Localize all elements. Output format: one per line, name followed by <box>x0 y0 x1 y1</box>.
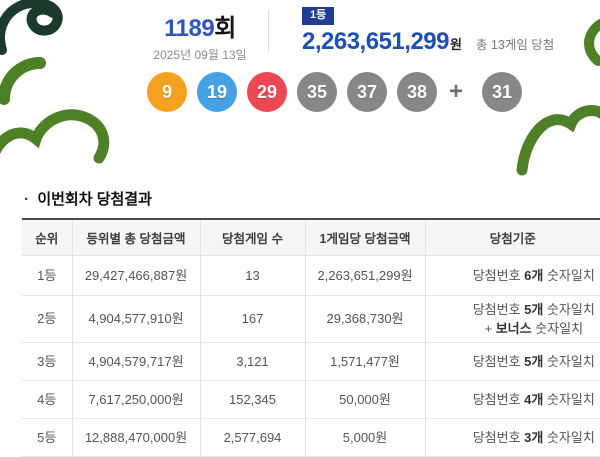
winning-games-cell: 13 <box>199 255 305 296</box>
winning-numbers-row: 9 19 29 35 37 38 + 31 <box>147 72 522 112</box>
winning-games-cell: 2,577,694 <box>199 418 305 457</box>
plus-icon: + <box>448 78 463 105</box>
draw-round-title: 1189회 <box>142 8 258 43</box>
draw-date: 2025년 09월 13일 <box>153 48 247 62</box>
rank-cell: 3등 <box>22 342 72 381</box>
prize-per-game-cell: 5,000원 <box>304 418 425 457</box>
criteria-cell: 당첨번호 6개 숫자일치 <box>424 255 600 296</box>
lotto-ball-2: 19 <box>197 72 237 112</box>
rank-cell: 5등 <box>22 418 72 457</box>
table-header-row: 순위 등위별 총 당첨금액 당첨게임 수 1게임당 당첨금액 당첨기준 <box>22 218 600 256</box>
winning-games-cell: 167 <box>199 295 305 343</box>
lotto-ball-4: 35 <box>297 72 337 112</box>
col-header-total-prize: 등위별 총 당첨금액 <box>71 218 200 256</box>
draw-round-number: 1189 <box>164 15 215 42</box>
table-row: 5등 12,888,470,000원 2,577,694 5,000원 당첨번호… <box>22 418 600 457</box>
results-table: 순위 등위별 총 당첨금액 당첨게임 수 1게임당 당첨금액 당첨기준 1등 2… <box>22 218 600 457</box>
doodle-cloud-right <box>516 105 600 176</box>
bullet-icon: · <box>24 191 30 208</box>
doodle-arc-right <box>584 18 600 66</box>
table-row: 3등 4,904,579,717원 3,121 1,571,477원 당첨번호 … <box>22 342 600 381</box>
col-header-prize-per-game: 1게임당 당첨금액 <box>304 218 425 256</box>
lotto-ball-3: 29 <box>247 72 287 112</box>
first-rank-badge: 1등 <box>302 7 335 25</box>
winning-games-cell: 3,121 <box>199 342 305 381</box>
first-prize-amount-line: 2,263,651,299원 총 13게임 당첨 <box>302 28 554 56</box>
prize-per-game-cell: 50,000원 <box>304 380 425 419</box>
lotto-ball-5: 37 <box>347 72 387 112</box>
criteria-cell: 당첨번호 5개 숫자일치 + 보너스 숫자일치 <box>424 295 600 343</box>
total-prize-cell: 12,888,470,000원 <box>71 418 200 457</box>
rank-cell: 2등 <box>22 295 72 343</box>
prize-per-game-cell: 1,571,477원 <box>304 342 425 381</box>
col-header-rank: 순위 <box>22 218 72 256</box>
rank-cell: 1등 <box>22 255 72 296</box>
section-title: · 이번회차 당첨결과 <box>24 188 152 209</box>
header-divider <box>268 10 269 52</box>
section-title-text: 이번회차 당첨결과 <box>37 191 152 208</box>
first-prize-block: 1등 2,263,651,299원 총 13게임 당첨 <box>302 5 554 56</box>
criteria-cell: 당첨번호 4개 숫자일치 <box>424 380 600 419</box>
total-prize-cell: 4,904,577,910원 <box>71 295 200 343</box>
criteria-cell: 당첨번호 5개 숫자일치 <box>424 342 600 381</box>
table-row: 2등 4,904,577,910원 167 29,368,730원 당첨번호 5… <box>22 295 600 343</box>
doodle-arc-left <box>0 57 46 105</box>
results-table-wrap: 순위 등위별 총 당첨금액 당첨게임 수 1게임당 당첨금액 당첨기준 1등 2… <box>22 218 600 457</box>
col-header-winning-games: 당첨게임 수 <box>199 218 305 256</box>
winning-games-cell: 152,345 <box>199 380 305 419</box>
lotto-ball-1: 9 <box>147 72 187 112</box>
lotto-ball-6: 38 <box>397 72 437 112</box>
total-prize-cell: 29,427,466,887원 <box>71 255 200 296</box>
total-games-note: 총 13게임 당첨 <box>475 38 555 52</box>
bonus-ball: 31 <box>482 72 522 112</box>
won-suffix: 원 <box>449 37 462 52</box>
table-row: 4등 7,617,250,000원 152,345 50,000원 당첨번호 4… <box>22 380 600 419</box>
criteria-cell: 당첨번호 3개 숫자일치 <box>424 418 600 457</box>
prize-per-game-cell: 29,368,730원 <box>304 295 425 343</box>
draw-round-suffix: 회 <box>214 15 236 42</box>
rank-cell: 4등 <box>22 380 72 419</box>
col-header-criteria: 당첨기준 <box>424 218 600 256</box>
doodle-cloud-left <box>0 109 110 164</box>
first-prize-amount: 2,263,651,299 <box>302 28 449 55</box>
doodle-cloud-topleft <box>0 0 63 55</box>
table-row: 1등 29,427,466,887원 13 2,263,651,299원 당첨번… <box>22 255 600 296</box>
total-prize-cell: 7,617,250,000원 <box>71 380 200 419</box>
prize-per-game-cell: 2,263,651,299원 <box>304 255 425 296</box>
total-prize-cell: 4,904,579,717원 <box>71 342 200 381</box>
draw-round-block: 1189회 2025년 09월 13일 <box>142 8 258 63</box>
